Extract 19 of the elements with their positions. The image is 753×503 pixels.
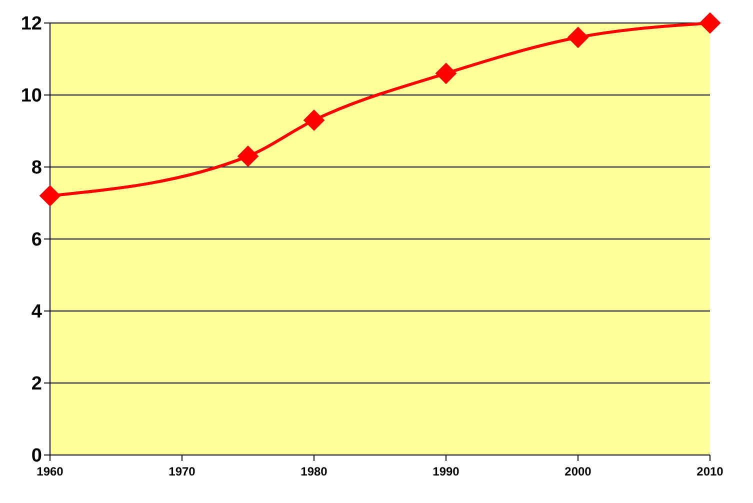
y-tick-label: 10 (20, 86, 42, 107)
x-tick-label: 1960 (36, 464, 64, 479)
x-tick-label: 1980 (300, 464, 328, 479)
y-tick-label: 0 (31, 446, 42, 467)
y-tick-label: 2 (31, 374, 42, 395)
x-tick-label: 1990 (432, 464, 460, 479)
x-tick-label: 2000 (564, 464, 592, 479)
x-tick-label: 2010 (696, 464, 724, 479)
y-tick-label: 6 (31, 230, 42, 251)
point (238, 146, 258, 167)
point (436, 62, 456, 84)
point (568, 26, 588, 48)
point (700, 12, 720, 34)
y-tick-label: 12 (20, 14, 42, 35)
point (40, 185, 60, 206)
y-tick-label: 8 (31, 158, 42, 179)
y-tick-label: 4 (31, 302, 42, 323)
point (304, 110, 324, 131)
x-tick-label: 1970 (168, 464, 196, 479)
